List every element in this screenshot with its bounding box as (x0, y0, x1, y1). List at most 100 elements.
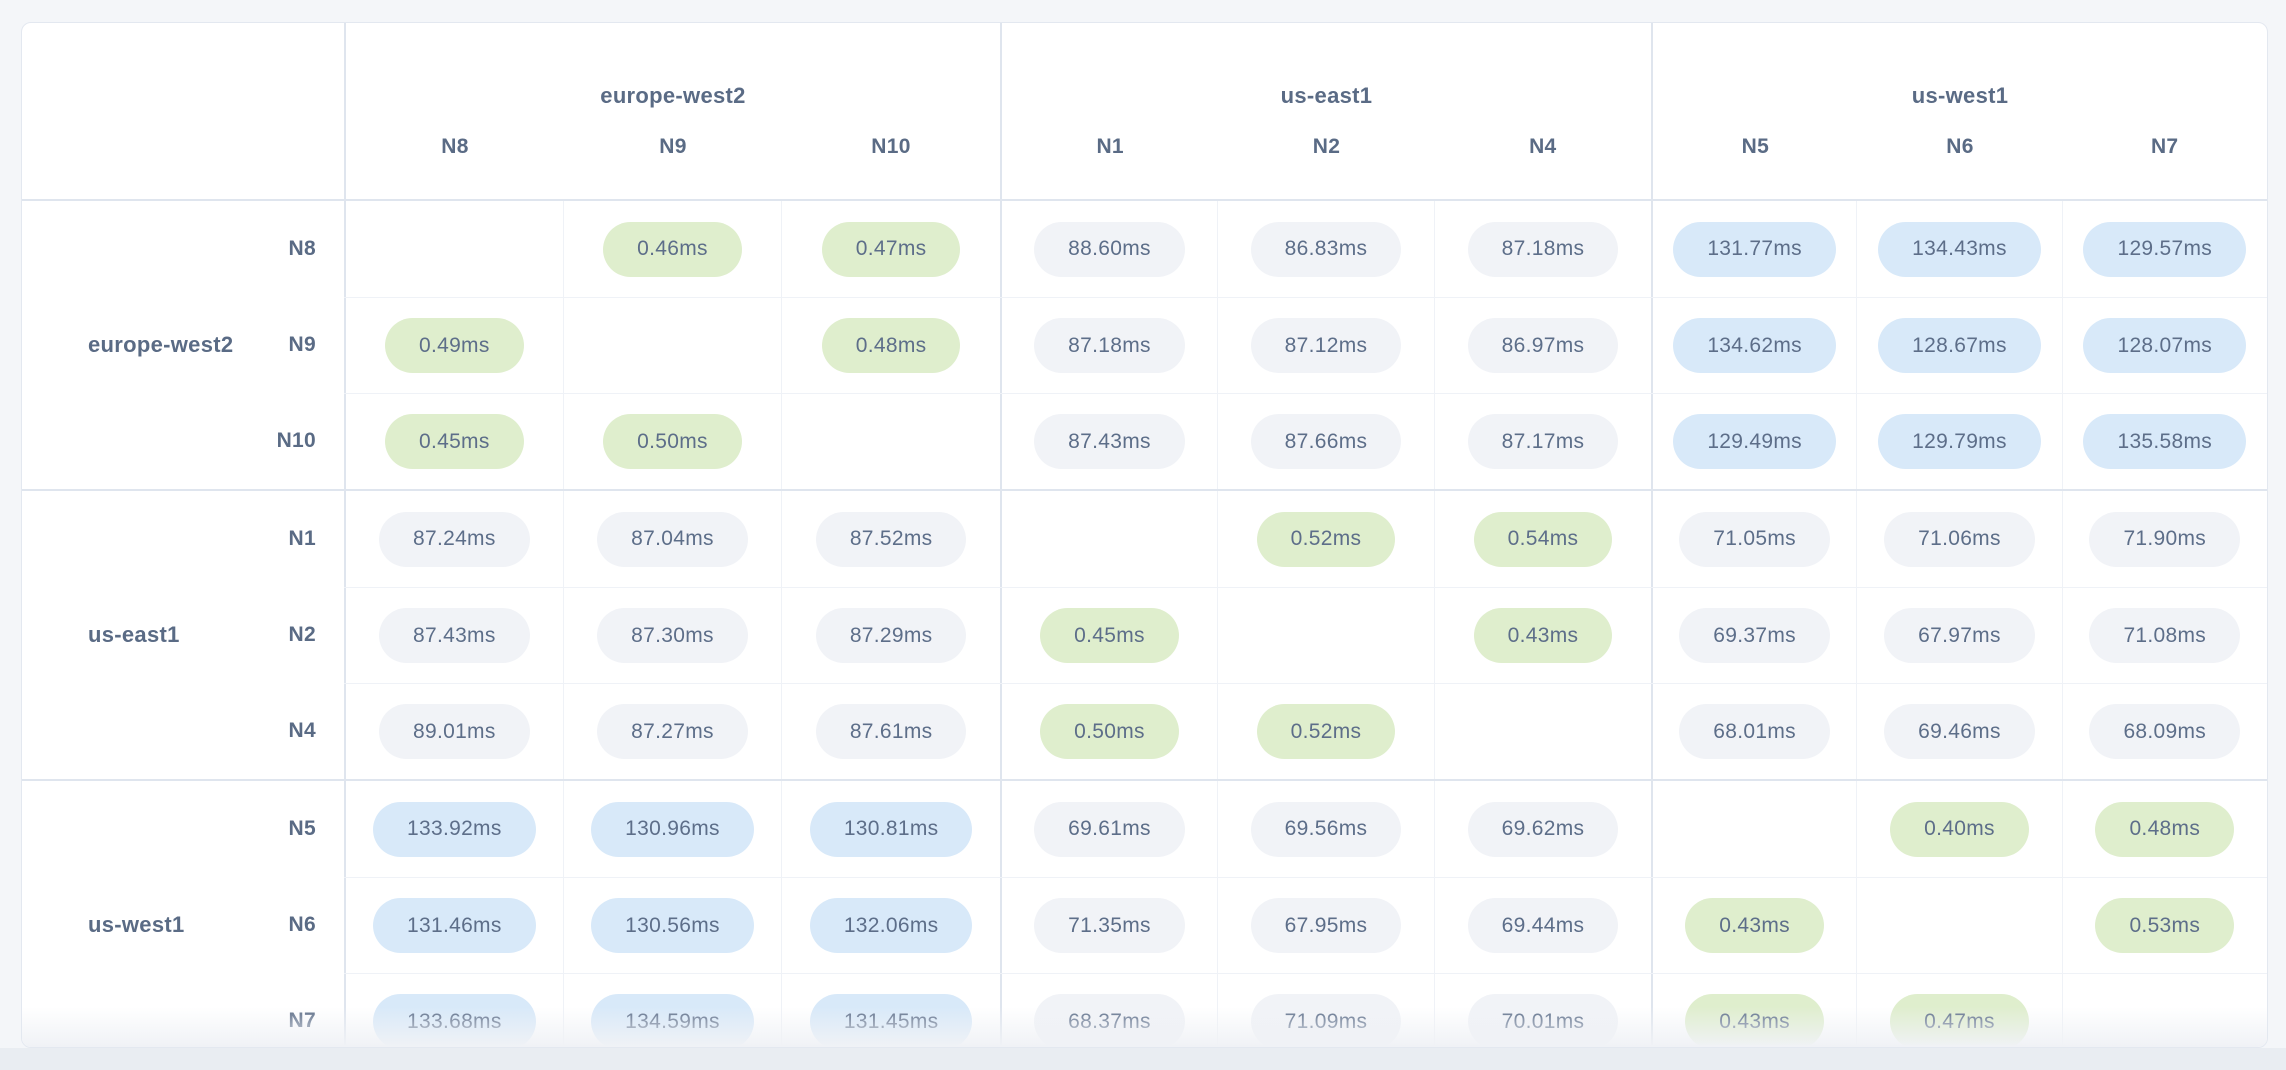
latency-pill: 134.43ms (1878, 221, 2041, 277)
latency-pill: 0.54ms (1473, 511, 1613, 567)
latency-pill: 133.68ms (373, 994, 536, 1047)
matrix-row-n7: 133.68ms 134.59ms 131.45ms 68.37ms 71.09ms 70… (344, 973, 2267, 1047)
row-group-label-cell: europe-west2 N8 N9 N10 (22, 201, 344, 489)
latency-cell (344, 201, 563, 297)
latency-cell: 68.37ms (999, 974, 1217, 1047)
latency-cell: 0.46ms (562, 201, 782, 297)
latency-pill: 71.09ms (1250, 994, 1402, 1047)
latency-pill: 87.30ms (597, 608, 748, 663)
row-header-n4: N4 (288, 719, 316, 742)
latency-cell: 69.44ms (1433, 878, 1651, 973)
row-header-n10: N10 (276, 429, 316, 452)
latency-cell: 70.01ms (1433, 974, 1651, 1047)
latency-cell: 87.43ms (344, 588, 563, 683)
latency-pill: 88.60ms (1034, 221, 1185, 277)
latency-cell: 128.07ms (2061, 298, 2267, 393)
latency-cell: 69.37ms (1650, 588, 1856, 683)
row-header-n5: N5 (288, 817, 316, 840)
latency-cell: 67.97ms (1856, 588, 2061, 683)
rows-wrap: 0.46ms 0.47ms 88.60ms 86.83ms 87.18ms 131.77m… (344, 201, 2267, 489)
latency-cell: 87.18ms (999, 298, 1217, 393)
latency-pill: 87.43ms (379, 608, 530, 663)
matrix-row-n8: 0.46ms 0.47ms 88.60ms 86.83ms 87.18ms 131.77m… (344, 201, 2267, 297)
latency-cell: 0.50ms (999, 684, 1217, 779)
latency-pill: 128.07ms (2083, 318, 2247, 373)
latency-cell: 71.90ms (2061, 491, 2267, 587)
matrix-row-n4: 89.01ms 87.27ms 87.61ms 0.50ms 0.52ms 68.01ms… (344, 683, 2267, 779)
column-group-us-west1: us-west1 N5 N6 N7 (1651, 23, 2267, 199)
matrix-row-n10: 0.45ms 0.50ms 87.43ms 87.66ms 87.17ms 129.49m… (344, 393, 2267, 489)
latency-cell: 67.95ms (1216, 878, 1434, 973)
node-header-row: N8 N9 N10 (346, 135, 1000, 199)
node-header-row: N5 N6 N7 (1653, 135, 2267, 199)
matrix-corner-cell (22, 23, 344, 199)
row-group-us-west1: us-west1 N5 N6 N7 133.92ms 130.96ms 130.81ms 69… (22, 779, 2267, 1047)
latency-pill: 133.92ms (373, 801, 536, 857)
latency-pill: 87.18ms (1467, 221, 1619, 277)
latency-pill: 87.18ms (1034, 318, 1185, 373)
latency-pill: 87.04ms (597, 511, 748, 567)
latency-pill: 70.01ms (1467, 994, 1619, 1047)
latency-pill: 0.48ms (821, 318, 961, 373)
row-header-n8: N8 (288, 237, 316, 260)
latency-cell: 0.48ms (2061, 781, 2267, 877)
latency-cell (1856, 878, 2061, 973)
latency-cell: 134.43ms (1856, 201, 2061, 297)
latency-pill: 129.57ms (2083, 221, 2247, 277)
latency-cell: 0.45ms (999, 588, 1217, 683)
latency-pill: 0.50ms (603, 414, 742, 469)
rows-wrap: 133.92ms 130.96ms 130.81ms 69.61ms 69.56ms 69… (344, 781, 2267, 1047)
latency-pill: 71.08ms (2089, 608, 2241, 663)
column-header-n2: N2 (1312, 135, 1341, 158)
latency-pill: 68.01ms (1679, 704, 1830, 759)
column-header-n4: N4 (1529, 135, 1557, 158)
latency-cell: 0.54ms (1433, 491, 1651, 587)
latency-cell: 133.68ms (344, 974, 563, 1047)
row-headers: N8 N9 N10 (22, 201, 344, 489)
latency-cell: 129.79ms (1856, 394, 2061, 489)
latency-pill: 69.62ms (1467, 801, 1619, 857)
latency-pill: 131.46ms (373, 898, 536, 953)
latency-cell: 130.81ms (781, 781, 1000, 877)
latency-pill: 0.46ms (603, 221, 742, 277)
latency-pill: 86.97ms (1467, 318, 1619, 373)
latency-cell: 71.08ms (2061, 588, 2267, 683)
row-group-label: us-east1 (88, 622, 180, 647)
latency-pill: 87.43ms (1034, 414, 1185, 469)
bottom-strip (0, 1048, 2286, 1070)
node-header-row: N1 N2 N4 (1002, 135, 1651, 199)
latency-cell: 88.60ms (999, 201, 1217, 297)
column-group-us-east1: us-east1 N1 N2 N4 (1000, 23, 1651, 199)
latency-pill: 130.56ms (591, 898, 754, 953)
latency-pill: 128.67ms (1878, 318, 2041, 373)
latency-pill: 130.96ms (591, 801, 754, 857)
latency-cell: 0.52ms (1216, 491, 1434, 587)
row-headers: N5 N6 N7 (22, 781, 344, 1047)
row-group-label-cell: us-east1 N1 N2 N4 (22, 491, 344, 779)
latency-cell: 0.47ms (781, 201, 1000, 297)
latency-pill: 86.83ms (1250, 221, 1402, 277)
latency-cell: 71.35ms (999, 878, 1217, 973)
latency-pill: 67.95ms (1250, 898, 1402, 953)
latency-cell: 132.06ms (781, 878, 1000, 973)
latency-cell (781, 394, 1000, 489)
latency-cell: 0.43ms (1650, 974, 1856, 1047)
latency-cell: 0.50ms (562, 394, 782, 489)
row-header-n2: N2 (288, 623, 316, 646)
latency-pill: 0.48ms (2095, 801, 2235, 857)
row-group-us-east1: us-east1 N1 N2 N4 87.24ms 87.04ms 87.52ms 0.52m… (22, 489, 2267, 779)
latency-cell: 87.61ms (781, 684, 1000, 779)
row-header-n9: N9 (288, 333, 316, 356)
latency-pill: 0.49ms (384, 318, 524, 373)
latency-cell: 86.83ms (1216, 201, 1434, 297)
latency-cell: 0.40ms (1856, 781, 2061, 877)
latency-pill: 0.40ms (1890, 801, 2029, 857)
latency-pill: 0.43ms (1685, 994, 1824, 1047)
rows-wrap: 87.24ms 87.04ms 87.52ms 0.52ms 0.54ms 71.05ms… (344, 491, 2267, 779)
latency-cell (2061, 974, 2267, 1047)
matrix-row-n9: 0.49ms 0.48ms 87.18ms 87.12ms 86.97ms 134.62m… (344, 297, 2267, 393)
latency-pill: 0.50ms (1040, 704, 1179, 759)
latency-cell: 130.96ms (562, 781, 782, 877)
latency-cell: 69.61ms (999, 781, 1217, 877)
